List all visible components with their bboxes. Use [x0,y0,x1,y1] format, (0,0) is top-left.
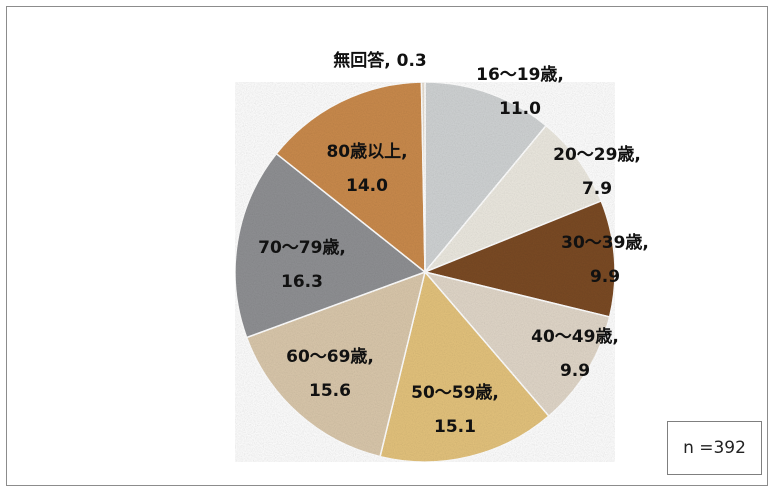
slice-label-8: 無回答, 0.3 [333,50,427,71]
pie-slice-3 [422,270,611,418]
slice-category-6: 70〜79歳, [258,237,346,258]
slice-value-5: 15.6 [309,381,351,401]
pie-slice-0 [424,81,548,275]
sample-size-box: n =392 [667,421,762,475]
pie-slice-5 [245,270,427,458]
slice-category-5: 60〜69歳, [286,346,374,367]
slice-value-4: 15.1 [434,417,476,437]
slice-label-4: 50〜59歳, 15.1 [411,382,499,437]
slice-label-7: 80歳以上, 14.0 [326,141,407,196]
sample-size-label: n =392 [683,438,746,458]
pie-slice-4 [379,270,550,463]
slice-value-0: 11.0 [499,99,541,119]
slice-label-0: 16〜19歳, 11.0 [476,64,564,119]
slice-value-7: 14.0 [346,176,388,196]
slice-category-0: 16〜19歳, [476,64,564,85]
slice-label-6: 70〜79歳, 16.3 [258,237,346,292]
pie-labels: 16〜19歳, 11.0 20〜29歳, 7.9 30〜39歳, 9.9 40〜49歳, 9.… [258,50,649,437]
slice-label-1: 20〜29歳, 7.9 [553,144,641,199]
slice-category-3: 40〜49歳, [531,326,619,347]
pie-slices [234,81,616,463]
slice-label-3: 40〜49歳, 9.9 [531,326,619,381]
pie-slice-7 [275,81,426,274]
slice-value-6: 16.3 [281,272,323,292]
slice-value-2: 9.9 [590,267,620,287]
slice-category-1: 20〜29歳, [553,144,641,165]
slice-value-1: 7.9 [582,179,612,199]
pie-slice-2 [422,199,616,318]
slice-category-2: 30〜39歳, [561,232,649,253]
pie-slice-1 [424,124,603,273]
slice-category-8: 無回答, 0.3 [333,50,427,71]
pie-slice-8 [420,81,426,273]
slice-category-7: 80歳以上, [326,141,407,162]
pie-slice-6 [234,152,427,339]
slice-category-4: 50〜59歳, [411,382,499,403]
slice-label-2: 30〜39歳, 9.9 [561,232,649,287]
slice-value-3: 9.9 [560,361,590,381]
slice-label-5: 60〜69歳, 15.6 [286,346,374,401]
